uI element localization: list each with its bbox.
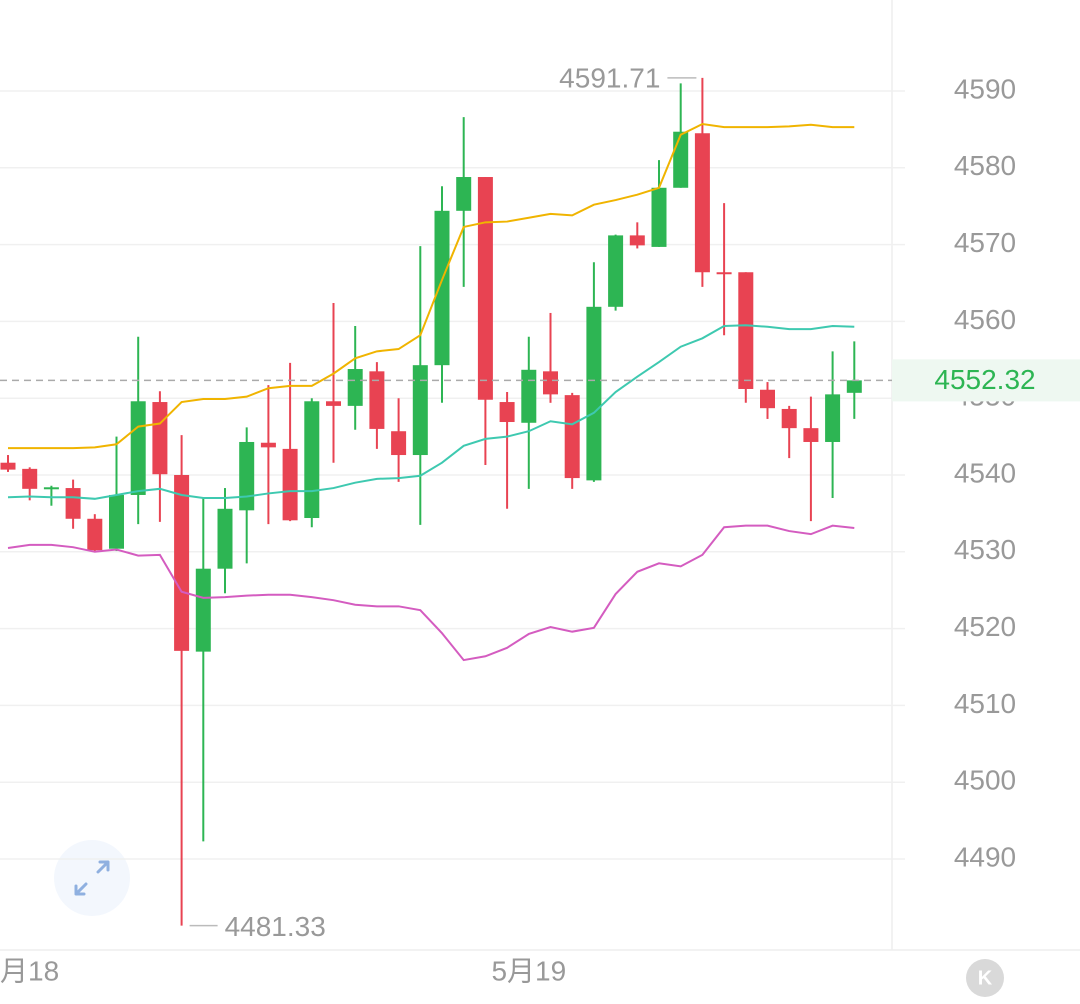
y-tick-label: 4560 xyxy=(954,304,1016,335)
y-tick-label: 4510 xyxy=(954,688,1016,719)
x-tick-label: 5月19 xyxy=(491,955,566,986)
last-price-label: 4552.32 xyxy=(934,364,1035,395)
candle-body xyxy=(43,487,59,490)
candle-body xyxy=(174,475,190,651)
candle-body xyxy=(694,133,710,273)
candle-body xyxy=(781,408,797,429)
y-tick-label: 4580 xyxy=(954,150,1016,181)
candle-body xyxy=(217,508,233,569)
candle-body xyxy=(282,448,298,521)
candle-body xyxy=(347,369,363,406)
x-tick-label: 月18 xyxy=(0,955,59,986)
candle-body xyxy=(586,306,602,481)
expand-icon xyxy=(74,860,110,896)
candle-body xyxy=(412,365,428,456)
candle-body xyxy=(239,441,255,511)
y-tick-label: 4500 xyxy=(954,765,1016,796)
k-button[interactable]: K xyxy=(966,959,1004,997)
candle-body xyxy=(109,494,124,549)
y-tick-label: 4570 xyxy=(954,227,1016,258)
candle-body xyxy=(543,371,558,395)
candle-body xyxy=(326,401,341,406)
candle-body xyxy=(846,380,862,393)
k-label: K xyxy=(978,967,993,989)
y-tick-label: 4540 xyxy=(954,457,1016,488)
y-tick-label: 4590 xyxy=(954,73,1016,104)
candle-body xyxy=(521,369,537,423)
candle-body xyxy=(673,131,689,188)
candle-body xyxy=(608,235,624,307)
candle-body xyxy=(434,210,450,366)
expand-circle xyxy=(54,840,130,916)
candle-body xyxy=(87,518,103,551)
candle-body xyxy=(22,468,38,489)
candle-body xyxy=(651,187,667,247)
high-annotation: 4591.71 xyxy=(559,62,660,93)
y-tick-label: 4490 xyxy=(954,841,1016,872)
candle-body xyxy=(499,402,515,423)
candle-body xyxy=(0,462,16,470)
candle-body xyxy=(760,389,775,409)
candle-body xyxy=(716,272,732,275)
candle-body xyxy=(738,272,754,389)
candle-body xyxy=(825,394,841,442)
candle-body xyxy=(260,442,276,448)
candle-body xyxy=(369,371,385,429)
low-annotation: 4481.33 xyxy=(225,911,326,942)
candle-body xyxy=(564,395,580,479)
band-line xyxy=(7,524,855,662)
y-tick-label: 4520 xyxy=(954,611,1016,642)
candle-body xyxy=(803,428,819,442)
candle-body xyxy=(629,235,645,246)
y-tick-label: 4530 xyxy=(954,534,1016,565)
candle-body xyxy=(477,177,493,400)
candle-body xyxy=(304,401,320,519)
band-line xyxy=(8,122,855,450)
candle-body xyxy=(65,488,81,519)
last-price-box xyxy=(892,359,1080,402)
candle-body xyxy=(456,177,472,211)
band-line xyxy=(7,324,855,500)
candle-body xyxy=(130,401,146,495)
candle-body xyxy=(152,402,168,475)
expand-button[interactable] xyxy=(54,840,130,916)
candle-body xyxy=(195,568,211,652)
candle-body xyxy=(391,431,407,456)
k-circle xyxy=(966,959,1004,997)
